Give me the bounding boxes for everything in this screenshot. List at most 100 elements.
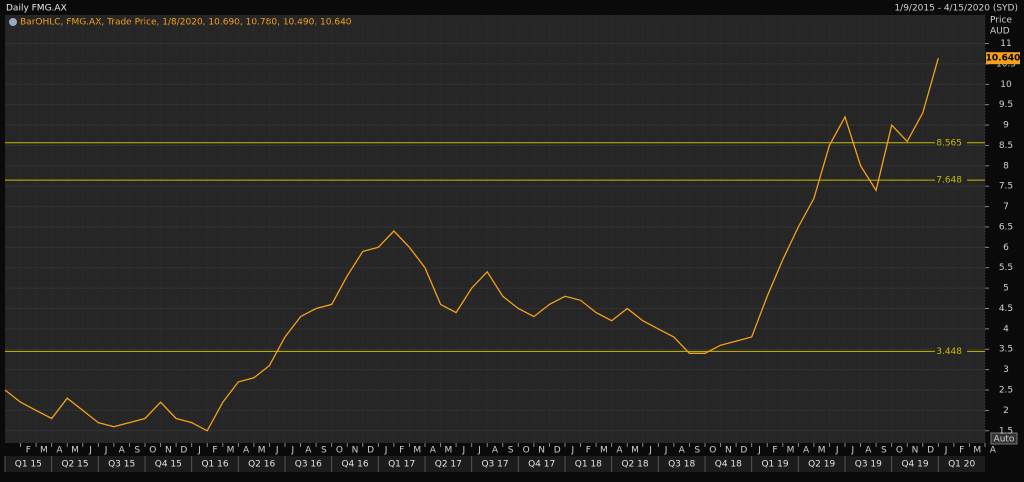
legend-icon	[9, 18, 17, 26]
x-tick-label: N	[352, 446, 359, 456]
x-tick-label: F	[26, 446, 31, 456]
quarter-label: Q4 17	[528, 460, 555, 470]
last-price-label: 10.640	[986, 54, 1021, 64]
x-tick-label: A	[305, 446, 312, 456]
y-tick-label: 10	[1000, 80, 1012, 90]
quarter-label: Q2 17	[435, 460, 462, 470]
y-tick-label: 9.5	[999, 100, 1013, 110]
x-tick-label: O	[896, 446, 903, 456]
y-tick-label: 11	[1000, 39, 1011, 49]
x-tick-label: S	[694, 446, 700, 456]
y-tick-label: 5.5	[999, 263, 1013, 273]
x-tick-label: J	[384, 446, 388, 456]
x-tick-label: J	[275, 446, 279, 456]
y-tick-label: 7.5	[999, 182, 1013, 192]
x-tick-label: J	[664, 446, 668, 456]
x-tick-label: J	[462, 446, 466, 456]
x-tick-label: A	[865, 446, 872, 456]
y-tick-label: 5	[1003, 284, 1009, 294]
quarter-label: Q2 18	[621, 460, 648, 470]
date-range: 1/9/2015 - 4/15/2020 (SYD)	[894, 4, 1018, 14]
x-tick-label: A	[492, 446, 499, 456]
price-line	[4, 58, 939, 432]
y-label: Price	[990, 16, 1012, 26]
quarter-label: Q4 16	[341, 460, 368, 470]
x-tick-label: O	[709, 446, 716, 456]
level-label-bg	[935, 136, 967, 148]
y-tick-label: 3.5	[999, 345, 1013, 355]
auto-button[interactable]	[990, 432, 1018, 445]
level-label: 8.565	[936, 138, 962, 148]
x-tick-label: A	[990, 446, 997, 456]
x-tick-label: A	[119, 446, 126, 456]
quarter-label: Q3 16	[295, 460, 322, 470]
y-unit: AUD	[990, 27, 1010, 37]
y-tick-label: 3	[1003, 365, 1009, 375]
x-tick-label: J	[570, 446, 574, 456]
auto-button-label[interactable]: Auto	[994, 435, 1015, 445]
y-tick-label: 4	[1003, 324, 1009, 334]
level-label-bg	[935, 174, 967, 186]
quarter-label: Q3 18	[668, 460, 695, 470]
x-tick-label: F	[212, 446, 217, 456]
x-tick-label: J	[944, 446, 948, 456]
y-tick-label: 9	[1003, 121, 1009, 131]
quarter-label: Q1 18	[575, 460, 602, 470]
x-tick-label: N	[725, 446, 732, 456]
x-tick-label: D	[367, 446, 374, 456]
y-tick-label: 10.5	[996, 59, 1016, 69]
x-tick-label: J	[104, 446, 108, 456]
x-tick-label: O	[336, 446, 343, 456]
x-tick-label: J	[290, 446, 294, 456]
y-tick-label: 8.5	[999, 141, 1013, 151]
x-tick-label: J	[757, 446, 761, 456]
chart-title: Daily FMG.AX	[6, 4, 67, 14]
x-tick-label: M	[787, 446, 795, 456]
plot-area	[5, 15, 985, 443]
quarter-label: Q3 15	[108, 460, 135, 470]
x-tick-label: A	[803, 446, 810, 456]
x-tick-label: J	[477, 446, 481, 456]
quarter-label: Q3 19	[855, 460, 882, 470]
quarter-label: Q4 15	[155, 460, 182, 470]
x-tick-label: F	[586, 446, 591, 456]
y-tick-label: 2	[1003, 406, 1009, 416]
quarter-label: Q4 19	[901, 460, 928, 470]
x-tick-label: S	[881, 446, 887, 456]
x-tick-label: D	[740, 446, 747, 456]
x-tick-label: J	[835, 446, 839, 456]
x-tick-label: M	[413, 446, 421, 456]
legend-text: BarOHLC, FMG.AX, Trade Price, 1/8/2020, …	[20, 18, 352, 28]
quarter-label: Q2 16	[248, 460, 275, 470]
quarter-label: Q1 17	[388, 460, 415, 470]
x-tick-label: F	[772, 446, 777, 456]
x-tick-label: N	[912, 446, 919, 456]
x-tick-label: D	[927, 446, 934, 456]
x-tick-label: A	[616, 446, 623, 456]
x-tick-label: M	[227, 446, 235, 456]
x-tick-label: M	[71, 446, 79, 456]
x-tick-label: O	[523, 446, 530, 456]
x-tick-label: O	[149, 446, 156, 456]
x-tick-label: D	[554, 446, 561, 456]
x-tick-label: A	[56, 446, 63, 456]
x-tick-label: F	[399, 446, 404, 456]
x-tick-label: D	[180, 446, 187, 456]
x-tick-label: M	[818, 446, 826, 456]
x-tick-label: M	[973, 446, 981, 456]
y-tick-label: 6	[1003, 243, 1009, 253]
y-tick-label: 7	[1003, 202, 1009, 212]
quarter-label: Q1 15	[15, 460, 42, 470]
y-tick-label: 6.5	[999, 222, 1013, 232]
x-tick-label: M	[631, 446, 639, 456]
x-tick-label: A	[430, 446, 437, 456]
level-label: 3.448	[936, 347, 962, 357]
level-label-bg	[935, 345, 967, 357]
last-price-bg	[986, 52, 1020, 65]
quarter-label: Q1 16	[201, 460, 228, 470]
quarter-label: Q1 19	[761, 460, 788, 470]
x-tick-label: M	[444, 446, 452, 456]
x-tick-label: J	[197, 446, 201, 456]
x-tick-label: M	[40, 446, 48, 456]
